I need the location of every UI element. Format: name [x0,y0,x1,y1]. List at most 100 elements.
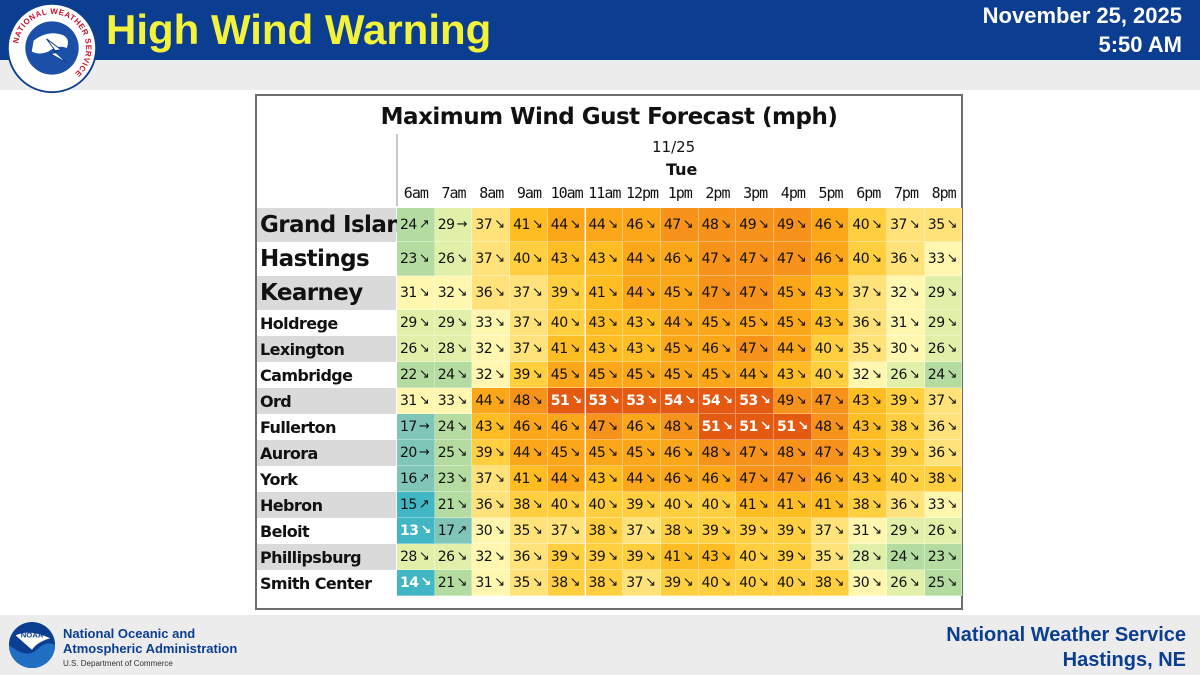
wind-direction-arrow-icon: ↘ [833,251,845,266]
gust-cell: 37 ↘ [472,208,511,242]
city-label: Ord [257,388,396,414]
gust-cell: 44 ↘ [547,466,586,492]
gust-cell: 26 ↘ [887,570,925,596]
gust-value: 40 [550,314,568,331]
wind-direction-arrow-icon: ↘ [646,393,658,408]
gust-cell: 46 ↘ [660,242,699,276]
wind-direction-arrow-icon: ↘ [871,575,883,590]
wind-direction-arrow-icon: ↘ [795,523,807,538]
gust-value: 53 [626,392,645,409]
gust-value: 46 [701,470,719,487]
gust-value: 41 [663,548,681,565]
gust-value: 32 [852,366,870,383]
wind-direction-arrow-icon: ↘ [682,251,694,266]
gust-value: 43 [626,340,644,357]
wind-direction-arrow-icon: ↘ [569,575,581,590]
gust-value: 39 [890,444,907,461]
wind-direction-arrow-icon: ↘ [645,523,656,538]
gust-cell: 53 ↘ [623,388,661,414]
gust-value: 39 [890,392,907,409]
wind-direction-arrow-icon: ↘ [833,549,845,564]
gust-cell: 45 ↘ [547,440,586,466]
gust-value: 21 [437,496,455,513]
gust-cell: 31 ↘ [397,388,435,414]
gust-cell: 29 ↘ [434,310,473,336]
wind-direction-arrow-icon: ↘ [795,251,807,266]
gust-cell: 47 ↘ [774,242,812,276]
gust-cell: 23 ↘ [924,544,963,570]
wind-direction-arrow-icon: ↘ [645,341,656,356]
wind-direction-arrow-icon: ↘ [871,497,883,512]
wind-direction-arrow-icon: ↘ [758,341,770,356]
gust-value: 46 [513,418,530,435]
gust-value: 40 [550,496,568,513]
gust-value: 37 [890,216,907,233]
wind-direction-arrow-icon: → [418,445,430,460]
wind-direction-arrow-icon: ↘ [418,341,430,356]
gust-value: 40 [739,548,757,565]
wind-direction-arrow-icon: ↘ [456,497,468,512]
gust-cell: 29 → [434,208,473,242]
gust-cell: 30 ↘ [887,336,925,362]
wind-direction-arrow-icon: ↘ [531,445,543,460]
wind-direction-arrow-icon: ↘ [871,393,883,408]
wind-direction-arrow-icon: ↘ [531,575,543,590]
day-label: Tue [666,160,698,179]
wind-direction-arrow-icon: ↘ [722,393,734,408]
gust-value: 29 [437,216,455,233]
gust-value: 43 [852,444,870,461]
wind-direction-arrow-icon: ↘ [569,341,581,356]
wind-direction-arrow-icon: ↘ [456,419,468,434]
wind-direction-arrow-icon: ↘ [418,315,430,330]
wind-direction-arrow-icon: ↘ [569,315,581,330]
gust-cell: 45 ↘ [547,362,586,388]
wind-direction-arrow-icon: ↘ [418,285,430,300]
gust-value: 47 [777,470,794,487]
gust-value: 25 [927,574,945,591]
table-row: Smith Center 14 ↘ 21 ↘ 31 ↘ 35 ↘ 38 ↘ 38 ↘ 37 ↘ 39 ↘ 40 ↘ 4… [257,570,963,596]
gust-value: 32 [475,366,493,383]
header-divider [396,134,398,206]
gust-cell: 49 ↘ [736,208,774,242]
gust-value: 17 [437,522,455,539]
issued-time: 5:50 AM [1098,32,1182,57]
city-label: Cambridge [260,365,353,385]
gust-cell: 43 ↘ [698,544,737,570]
wind-direction-arrow-icon: ↘ [795,445,807,460]
gust-cell: 26 ↘ [397,336,435,362]
hour-label: 12pm [625,184,659,202]
gust-cell: 30 ↘ [849,570,888,596]
gust-cell: 38 ↘ [849,492,888,518]
gust-value: 48 [777,444,794,461]
gust-value: 46 [626,418,644,435]
gust-value: 40 [701,574,719,591]
gust-value: 51 [777,418,796,435]
wind-direction-arrow-icon: ↘ [720,549,732,564]
gust-value: 47 [814,392,832,409]
gust-value: 20 [400,444,417,461]
gust-cell: 46 ↘ [660,440,699,466]
wind-direction-arrow-icon: ↘ [720,341,732,356]
wind-direction-arrow-icon: ↘ [758,471,770,486]
wind-direction-arrow-icon: ↘ [607,445,619,460]
footer-bar: NOAA National Oceanic and Atmospheric Ad… [0,615,1200,675]
gust-cell: 39 ↘ [472,440,511,466]
gust-cell: 45 ↘ [660,362,699,388]
wind-direction-arrow-icon: ↘ [569,549,581,564]
row-cells: 28 ↘ 26 ↘ 32 ↘ 36 ↘ 39 ↘ 39 ↘ 39 ↘ 41 ↘ 43 ↘ 40 ↘ 39 ↘ 35 ↘ 28 ↘ 2… [397,544,963,570]
gust-value: 40 [777,574,794,591]
gust-value: 23 [400,250,417,267]
gust-cell: 36 ↘ [849,310,888,336]
gust-cell: 40 ↘ [849,208,888,242]
gust-cell: 46 ↘ [811,242,850,276]
gust-value: 29 [437,314,455,331]
gust-value: 46 [814,470,832,487]
gust-value: 43 [626,314,644,331]
gust-cell: 47 ↘ [811,388,850,414]
wind-direction-arrow-icon: ↘ [720,367,732,382]
wind-direction-arrow-icon: ↘ [908,445,920,460]
gust-cell: 37 ↘ [472,242,511,276]
table-title: Maximum Wind Gust Forecast (mph) [380,104,838,130]
wind-direction-arrow-icon: ↘ [420,523,432,538]
wind-direction-arrow-icon: ↘ [758,315,770,330]
